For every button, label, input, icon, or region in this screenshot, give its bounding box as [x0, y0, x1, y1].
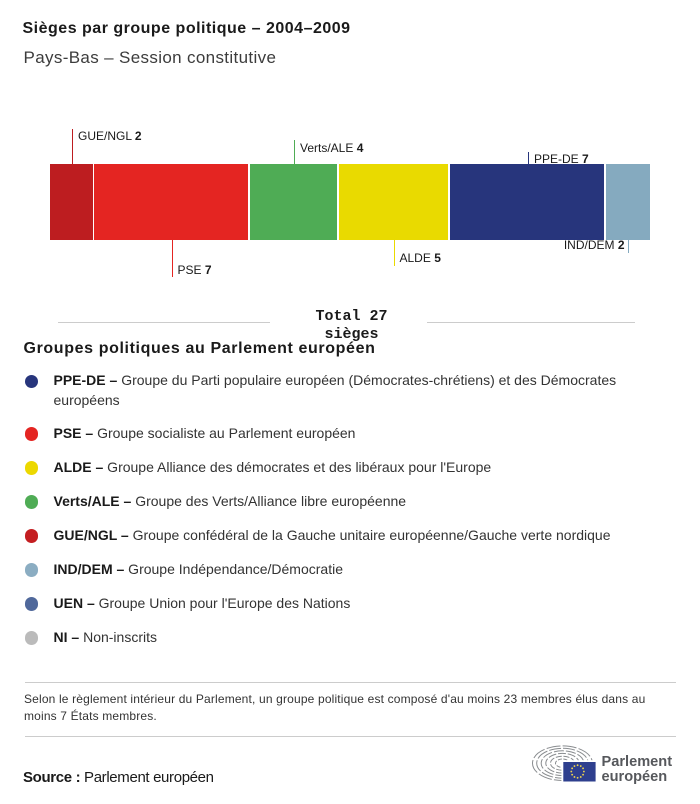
svg-text:Parlement: Parlement: [602, 754, 673, 770]
svg-text:européen: européen: [602, 769, 668, 785]
